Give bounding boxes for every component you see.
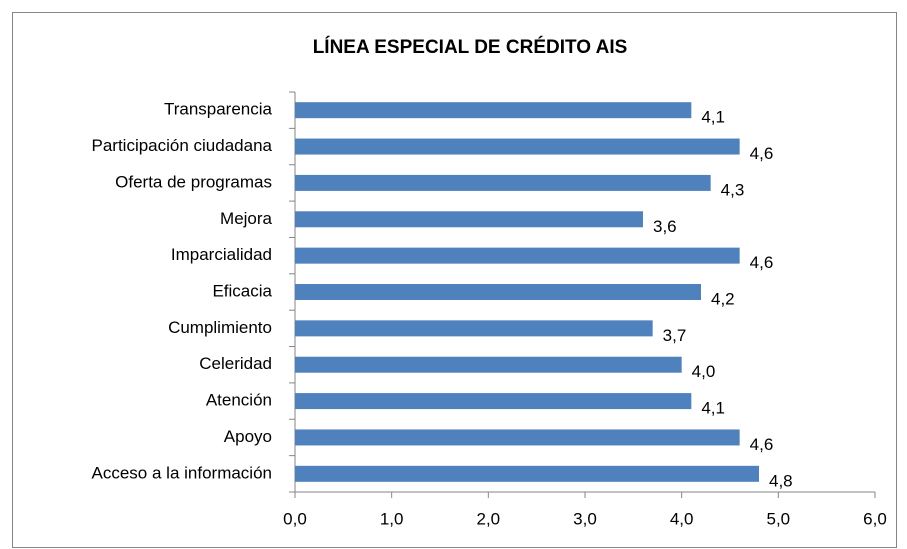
x-tick-label: 6,0 [863,509,887,528]
y-tick-label: Atención [206,391,272,410]
bar [295,211,643,228]
y-tick-label: Participación ciudadana [91,136,272,155]
value-label: 4,6 [750,253,774,272]
bar [295,320,653,337]
x-tick-label: 3,0 [573,509,597,528]
bar [295,102,692,119]
y-tick-label: Apoyo [224,427,272,446]
bar [295,356,682,373]
chart-frame [12,12,897,548]
value-label: 4,1 [701,108,725,127]
y-tick-label: Oferta de programas [115,172,272,191]
value-label: 4,6 [750,435,774,454]
value-label: 4,2 [711,289,735,308]
value-label: 3,6 [653,217,677,236]
bar [295,393,692,410]
y-tick-label: Celeridad [199,354,272,373]
x-tick-label: 0,0 [283,509,307,528]
y-tick-label: Imparcialidad [171,245,272,264]
bar [295,465,759,482]
chart-title: LÍNEA ESPECIAL DE CRÉDITO AIS [313,36,628,58]
x-tick-label: 1,0 [380,509,404,528]
x-tick-label: 5,0 [767,509,791,528]
value-label: 4,1 [701,399,725,418]
value-label: 4,6 [750,144,774,163]
bar [295,247,740,264]
y-tick-label: Eficacia [212,281,272,300]
y-tick-label: Acceso a la información [92,463,272,482]
bar [295,138,740,155]
value-label: 3,7 [663,326,687,345]
y-tick-label: Cumplimiento [168,318,272,337]
bar [295,174,711,191]
value-label: 4,3 [721,180,745,199]
bar [295,284,701,300]
y-tick-label: Mejora [220,209,273,228]
value-label: 4,8 [769,471,793,490]
x-tick-label: 2,0 [477,509,501,528]
y-tick-label: Transparencia [164,100,273,119]
value-label: 4,0 [692,362,716,381]
bar [295,429,740,446]
x-tick-label: 4,0 [670,509,694,528]
